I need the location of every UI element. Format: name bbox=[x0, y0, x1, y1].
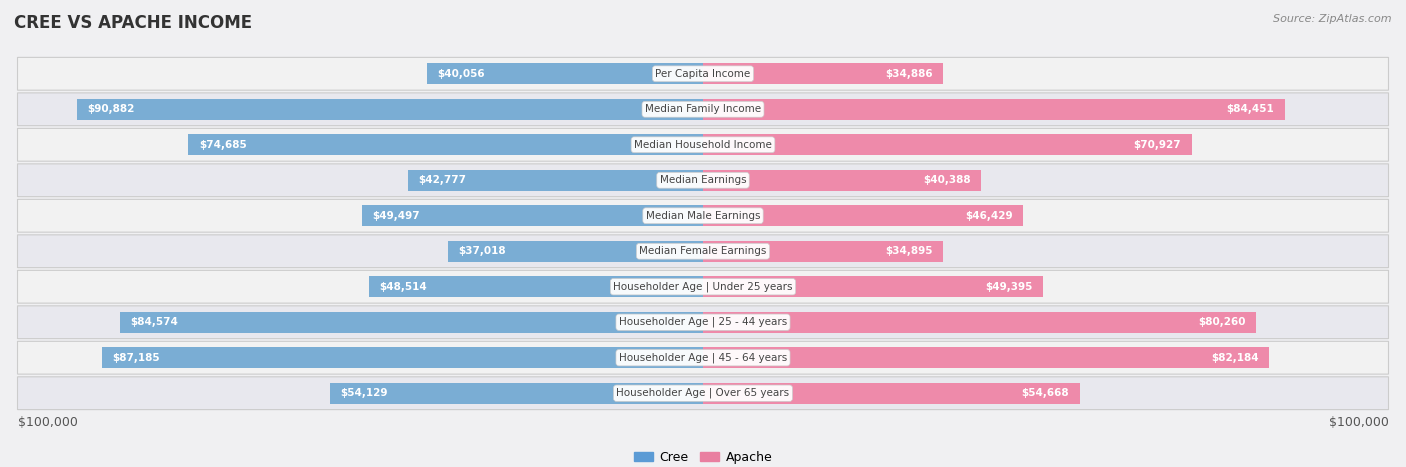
Text: $80,260: $80,260 bbox=[1198, 317, 1246, 327]
Bar bbox=[703, 312, 1256, 333]
Text: $49,395: $49,395 bbox=[986, 282, 1033, 292]
FancyBboxPatch shape bbox=[17, 270, 1389, 303]
FancyBboxPatch shape bbox=[17, 235, 1389, 268]
Legend: Cree, Apache: Cree, Apache bbox=[628, 446, 778, 467]
FancyBboxPatch shape bbox=[17, 341, 1389, 374]
Text: $84,451: $84,451 bbox=[1226, 104, 1274, 114]
Text: $34,886: $34,886 bbox=[886, 69, 934, 79]
Text: $82,184: $82,184 bbox=[1211, 353, 1258, 363]
Bar bbox=[703, 347, 1270, 368]
Bar bbox=[449, 241, 703, 262]
Text: Median Household Income: Median Household Income bbox=[634, 140, 772, 150]
Text: $49,497: $49,497 bbox=[373, 211, 420, 221]
Bar bbox=[703, 383, 1080, 403]
FancyBboxPatch shape bbox=[17, 57, 1389, 90]
Bar bbox=[427, 64, 703, 84]
Bar bbox=[368, 276, 703, 297]
Bar bbox=[703, 134, 1192, 155]
Text: Median Family Income: Median Family Income bbox=[645, 104, 761, 114]
Bar bbox=[703, 205, 1024, 226]
Text: $87,185: $87,185 bbox=[112, 353, 160, 363]
FancyBboxPatch shape bbox=[17, 199, 1389, 232]
Bar bbox=[188, 134, 703, 155]
Text: Householder Age | Over 65 years: Householder Age | Over 65 years bbox=[616, 388, 790, 398]
Text: Householder Age | 45 - 64 years: Householder Age | 45 - 64 years bbox=[619, 353, 787, 363]
Text: $37,018: $37,018 bbox=[458, 246, 506, 256]
Bar bbox=[408, 170, 703, 191]
Text: $46,429: $46,429 bbox=[965, 211, 1012, 221]
FancyBboxPatch shape bbox=[17, 93, 1389, 126]
Text: $54,129: $54,129 bbox=[340, 388, 388, 398]
Text: $100,000: $100,000 bbox=[1329, 416, 1389, 429]
FancyBboxPatch shape bbox=[17, 164, 1389, 197]
Bar bbox=[703, 276, 1043, 297]
Text: Per Capita Income: Per Capita Income bbox=[655, 69, 751, 79]
Text: $54,668: $54,668 bbox=[1022, 388, 1070, 398]
FancyBboxPatch shape bbox=[17, 306, 1389, 339]
FancyBboxPatch shape bbox=[17, 377, 1389, 410]
Text: Householder Age | 25 - 44 years: Householder Age | 25 - 44 years bbox=[619, 317, 787, 327]
Text: $42,777: $42,777 bbox=[419, 175, 467, 185]
Bar bbox=[121, 312, 703, 333]
Text: $90,882: $90,882 bbox=[87, 104, 135, 114]
Bar bbox=[703, 241, 943, 262]
Bar bbox=[103, 347, 703, 368]
Text: $40,056: $40,056 bbox=[437, 69, 485, 79]
Bar bbox=[703, 170, 981, 191]
Text: $48,514: $48,514 bbox=[380, 282, 427, 292]
Text: Median Earnings: Median Earnings bbox=[659, 175, 747, 185]
Text: Source: ZipAtlas.com: Source: ZipAtlas.com bbox=[1274, 14, 1392, 24]
Bar bbox=[703, 64, 943, 84]
Bar bbox=[703, 99, 1285, 120]
Text: $40,388: $40,388 bbox=[924, 175, 972, 185]
Text: $84,574: $84,574 bbox=[131, 317, 179, 327]
Text: $34,895: $34,895 bbox=[886, 246, 934, 256]
Text: Householder Age | Under 25 years: Householder Age | Under 25 years bbox=[613, 282, 793, 292]
Text: $70,927: $70,927 bbox=[1133, 140, 1181, 150]
Text: $74,685: $74,685 bbox=[198, 140, 246, 150]
Text: Median Female Earnings: Median Female Earnings bbox=[640, 246, 766, 256]
Text: Median Male Earnings: Median Male Earnings bbox=[645, 211, 761, 221]
Bar bbox=[77, 99, 703, 120]
Text: $100,000: $100,000 bbox=[17, 416, 77, 429]
FancyBboxPatch shape bbox=[17, 128, 1389, 161]
Text: CREE VS APACHE INCOME: CREE VS APACHE INCOME bbox=[14, 14, 252, 32]
Bar bbox=[361, 205, 703, 226]
Bar bbox=[330, 383, 703, 403]
